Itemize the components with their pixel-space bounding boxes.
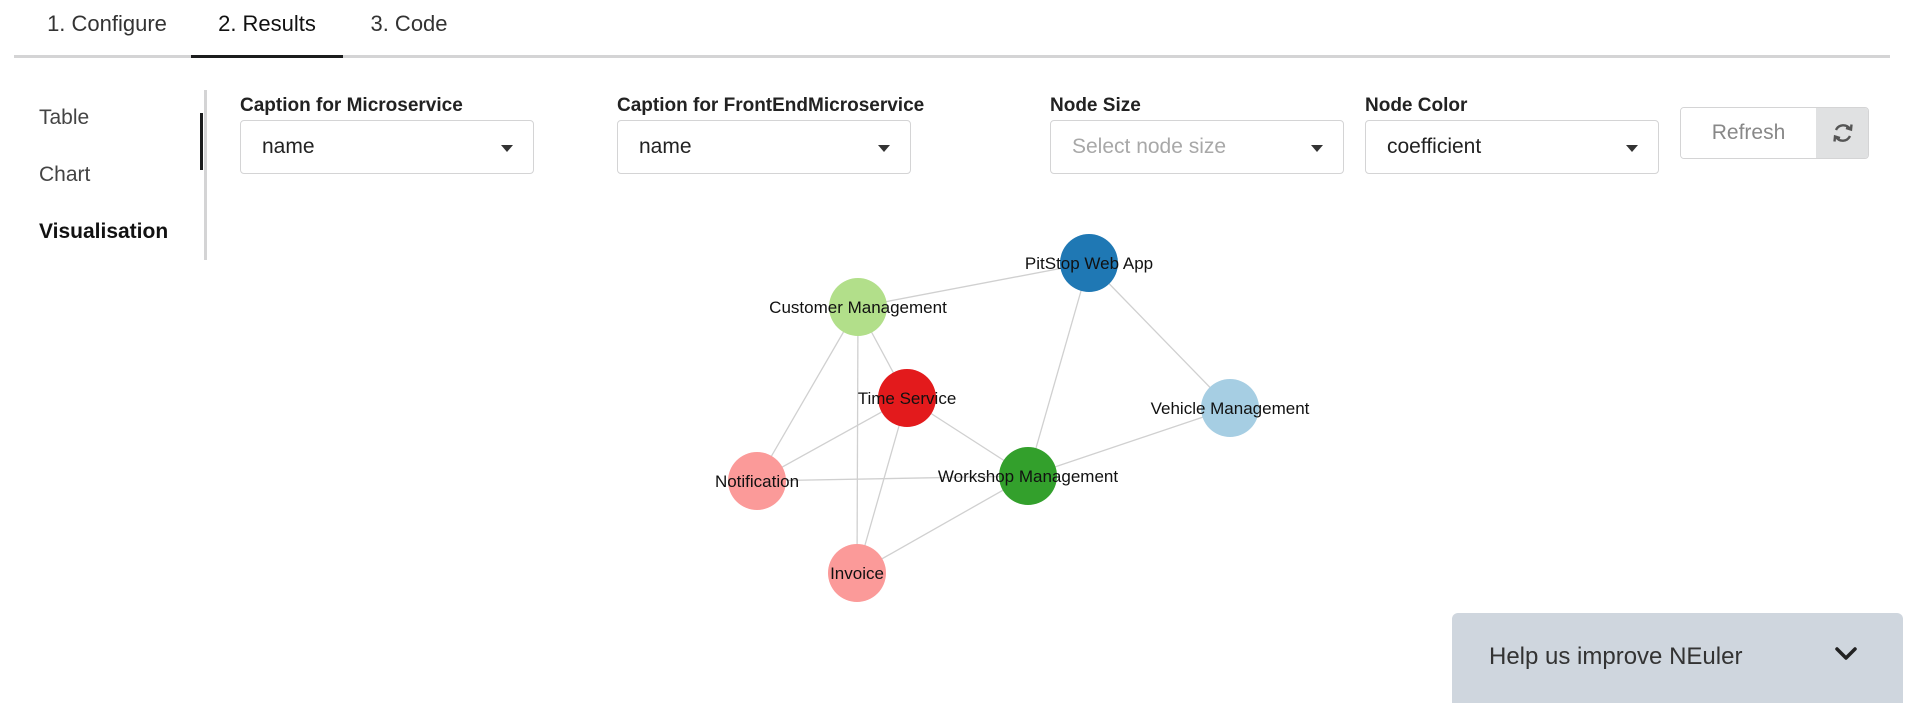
refresh-icon-button[interactable]	[1816, 108, 1868, 158]
graph-node-label-vehicle: Vehicle Management	[1151, 399, 1310, 418]
node-size-label: Node Size	[1050, 95, 1141, 116]
graph-edge-customer-invoice	[856, 306, 859, 574]
refresh-button-group: Refresh	[1680, 107, 1869, 159]
caret-down-icon	[501, 145, 513, 152]
graph-node-workshop[interactable]	[999, 447, 1057, 505]
node-color-label: Node Color	[1365, 95, 1468, 116]
caret-down-icon	[878, 145, 890, 152]
graph-node-label-workshop: Workshop Management	[938, 467, 1118, 486]
refresh-button[interactable]: Refresh	[1681, 108, 1816, 158]
side-item-visualisation[interactable]: Visualisation	[39, 220, 169, 243]
frontend-caption-dropdown[interactable]: name	[617, 120, 911, 174]
frontend-caption-value: name	[639, 135, 692, 158]
graph-edge-customer-notification	[756, 306, 859, 482]
node-size-dropdown[interactable]: Select node size	[1050, 120, 1344, 174]
graph-node-label-invoice: Invoice	[830, 564, 884, 583]
graph-node-label-customer: Customer Management	[769, 298, 947, 317]
feedback-label: Help us improve NEuler	[1489, 643, 1743, 670]
graph-node-pitstop[interactable]	[1060, 234, 1118, 292]
graph-edge-time-invoice	[856, 397, 908, 574]
graph-node-label-time: Time Service	[858, 389, 957, 408]
caret-down-icon	[1311, 145, 1323, 152]
tab-results[interactable]: 2. Results	[191, 0, 343, 58]
node-color-field: Node Color coefficient	[1365, 94, 1659, 174]
side-item-chart[interactable]: Chart	[39, 163, 91, 186]
microservice-caption-label: Caption for Microservice	[240, 95, 463, 116]
graph-node-notification[interactable]	[728, 452, 786, 510]
graph-edge-invoice-workshop	[856, 475, 1029, 574]
frontend-caption-label: Caption for FrontEndMicroservice	[617, 95, 925, 116]
node-size-field: Node Size Select node size	[1050, 94, 1344, 174]
graph-edge-customer-pitstop	[857, 262, 1090, 308]
chevron-down-icon[interactable]	[1834, 646, 1858, 662]
graph-node-invoice[interactable]	[828, 544, 886, 602]
microservice-caption-dropdown[interactable]: name	[240, 120, 534, 174]
graph-node-customer[interactable]	[829, 278, 887, 336]
graph-node-time[interactable]	[878, 369, 936, 427]
microservice-caption-value: name	[262, 135, 315, 158]
graph-node-label-notification: Notification	[715, 472, 799, 491]
node-color-dropdown[interactable]: coefficient	[1365, 120, 1659, 174]
view-side-menu: Table Chart Visualisation	[0, 90, 207, 260]
frontend-caption-field: Caption for FrontEndMicroservice name	[617, 94, 925, 174]
tab-code[interactable]: 3. Code	[370, 11, 448, 36]
node-color-value: coefficient	[1387, 135, 1482, 158]
node-size-placeholder: Select node size	[1072, 135, 1227, 158]
graph-edge-pitstop-vehicle	[1088, 262, 1231, 409]
microservice-caption-field: Caption for Microservice name	[240, 94, 534, 174]
side-item-table[interactable]: Table	[39, 106, 90, 129]
graph-edge-pitstop-workshop	[1027, 262, 1090, 477]
side-active-indicator	[200, 113, 203, 170]
graph-edge-notification-workshop	[756, 475, 1029, 482]
results-tabs: 1. Configure 2. Results 3. Code	[14, 0, 1890, 58]
graph-node-vehicle[interactable]	[1201, 379, 1259, 437]
tab-configure[interactable]: 1. Configure	[47, 11, 167, 36]
graph-edge-workshop-vehicle	[1027, 407, 1231, 477]
caret-down-icon	[1626, 145, 1638, 152]
feedback-panel[interactable]: Help us improve NEuler	[1452, 613, 1903, 703]
graph-node-label-pitstop: PitStop Web App	[1025, 254, 1153, 273]
refresh-icon	[1833, 124, 1853, 142]
